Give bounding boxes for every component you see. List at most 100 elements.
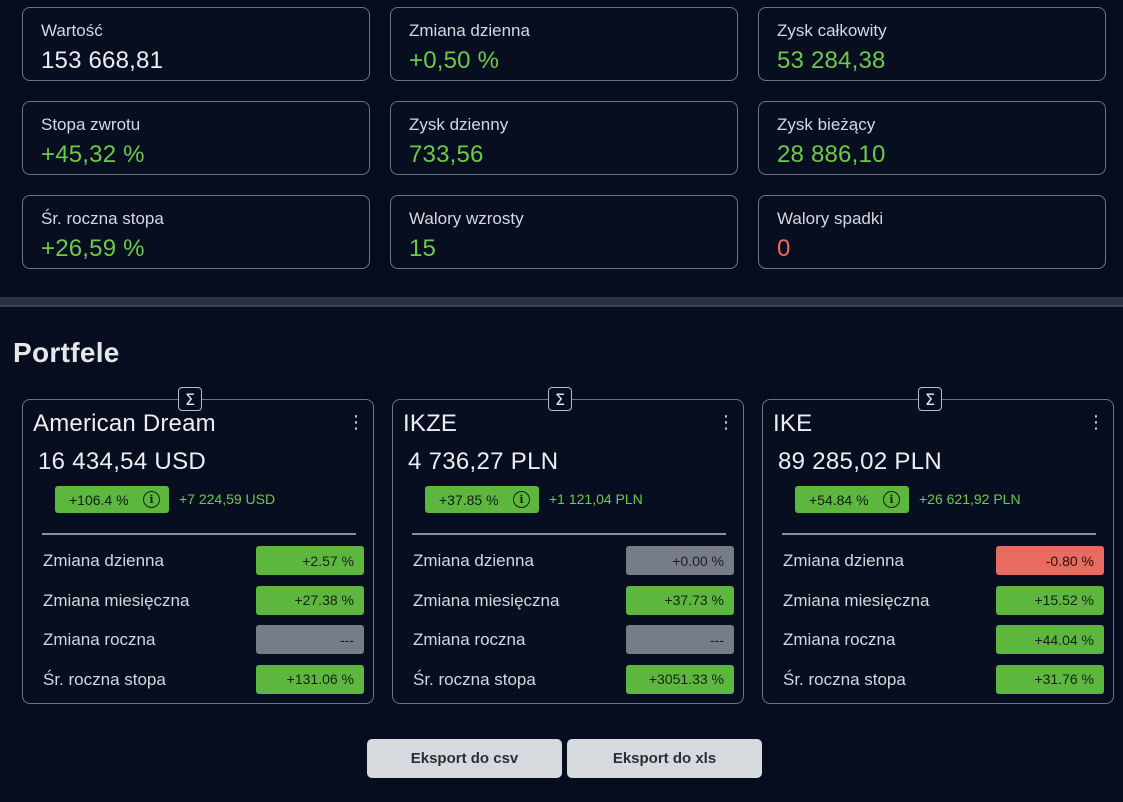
stat-value: 153 668,81: [41, 47, 164, 74]
metric-value: ---: [256, 625, 364, 654]
stat-label: Zysk bieżący: [777, 115, 876, 134]
metric-label: Zmiana roczna: [783, 630, 896, 649]
metric-row: Śr. roczna stopa +131.06 %: [42, 664, 364, 705]
return-badge: +54.84 % i: [795, 486, 909, 513]
stat-label: Zysk dzienny: [409, 115, 509, 134]
stat-card-assets-up: Walory wzrosty 15: [390, 195, 738, 269]
return-badge-value: +106.4 %: [69, 491, 129, 508]
stat-card-daily-profit: Zysk dzienny 733,56: [390, 101, 738, 175]
more-options-icon[interactable]: ⋮: [717, 412, 735, 432]
portfolio-card-ike[interactable]: Σ ⋮ IKE 89 285,02 PLN +54.84 % i +26 621…: [762, 387, 1114, 704]
metric-label: Zmiana miesięczna: [43, 590, 190, 610]
divider: [412, 533, 726, 535]
stat-value: 53 284,38: [777, 47, 886, 74]
stat-value: 15: [409, 235, 437, 262]
divider: [42, 533, 356, 535]
return-badge-value: +37.85 %: [439, 491, 499, 508]
stat-label: Walory wzrosty: [409, 209, 524, 228]
portfolio-metrics: Zmiana dzienna +0.00 % Zmiana miesięczna…: [412, 546, 734, 704]
metric-value: +2.57 %: [256, 546, 364, 575]
portfolio-card-ikze[interactable]: Σ ⋮ IKZE 4 736,27 PLN +37.85 % i +1 121,…: [392, 387, 744, 704]
metric-label: Zmiana dzienna: [413, 551, 534, 570]
export-csv-button[interactable]: Eksport do csv: [367, 739, 562, 778]
more-options-icon[interactable]: ⋮: [347, 412, 365, 432]
divider: [782, 533, 1096, 535]
return-badge: +37.85 % i: [425, 486, 539, 513]
portfolio-value: 89 285,02 PLN: [778, 448, 943, 475]
section-title: Portfele: [13, 337, 120, 368]
metric-value: +27.38 %: [256, 585, 364, 615]
metric-label: Zmiana roczna: [43, 630, 156, 649]
sum-icon[interactable]: Σ: [178, 387, 202, 411]
stat-value: +26,59 %: [41, 235, 145, 262]
metric-row: Zmiana miesięczna +27.38 %: [42, 585, 364, 626]
stat-card-value: Wartość 153 668,81: [22, 7, 370, 81]
portfolio-value: 4 736,27 PLN: [408, 448, 559, 475]
metric-row: Zmiana dzienna -0.80 %: [782, 546, 1104, 586]
stat-card-total-profit: Zysk całkowity 53 284,38: [758, 7, 1106, 81]
portfolio-card-american-dream[interactable]: Σ ⋮ American Dream 16 434,54 USD +106.4 …: [22, 387, 374, 704]
stat-value: 733,56: [409, 141, 484, 168]
info-icon[interactable]: i: [883, 491, 900, 508]
stat-value: +45,32 %: [41, 141, 145, 168]
metric-label: Zmiana dzienna: [783, 551, 904, 570]
stat-card-avg-annual-rate: Śr. roczna stopa +26,59 %: [22, 195, 370, 269]
stat-card-daily-change: Zmiana dzienna +0,50 %: [390, 7, 738, 81]
metric-value: +131.06 %: [256, 664, 364, 694]
info-icon[interactable]: i: [513, 491, 530, 508]
info-icon[interactable]: i: [143, 491, 160, 508]
stat-value: +0,50 %: [409, 47, 500, 74]
metric-row: Śr. roczna stopa +31.76 %: [782, 664, 1104, 705]
sum-icon[interactable]: Σ: [918, 387, 942, 411]
metric-row: Zmiana dzienna +0.00 %: [412, 546, 734, 586]
stat-label: Zysk całkowity: [777, 21, 887, 40]
metric-value: +0.00 %: [626, 546, 734, 575]
metric-label: Zmiana miesięczna: [783, 590, 930, 610]
metric-label: Śr. roczna stopa: [783, 669, 906, 689]
metric-label: Zmiana miesięczna: [413, 590, 560, 610]
portfolio-gain: +7 224,59 USD: [179, 491, 276, 507]
sum-icon[interactable]: Σ: [548, 387, 572, 411]
metric-value: -0.80 %: [996, 546, 1104, 575]
stat-card-current-profit: Zysk bieżący 28 886,10: [758, 101, 1106, 175]
portfolio-gain: +1 121,04 PLN: [549, 491, 643, 507]
metric-value: ---: [626, 625, 734, 654]
stat-label: Wartość: [41, 21, 103, 40]
metric-label: Śr. roczna stopa: [43, 669, 166, 689]
portfolio-name: IKZE: [403, 410, 458, 437]
portfolio-name: IKE: [773, 410, 813, 437]
portfolio-metrics: Zmiana dzienna +2.57 % Zmiana miesięczna…: [42, 546, 364, 704]
metric-value: +3051.33 %: [626, 664, 734, 694]
metric-value: +37.73 %: [626, 585, 734, 615]
metric-label: Śr. roczna stopa: [413, 669, 536, 689]
metric-label: Zmiana dzienna: [43, 551, 164, 570]
metric-value: +15.52 %: [996, 585, 1104, 615]
metric-value: +44.04 %: [996, 625, 1104, 654]
portfolio-value: 16 434,54 USD: [38, 448, 207, 475]
metric-row: Śr. roczna stopa +3051.33 %: [412, 664, 734, 705]
metric-label: Zmiana roczna: [413, 630, 526, 649]
export-xls-button[interactable]: Eksport do xls: [567, 739, 762, 778]
section-divider: [0, 297, 1123, 307]
portfolio-metrics: Zmiana dzienna -0.80 % Zmiana miesięczna…: [782, 546, 1104, 704]
stat-value: 28 886,10: [777, 141, 886, 168]
metric-row: Zmiana roczna ---: [42, 625, 364, 665]
return-badge-value: +54.84 %: [809, 491, 869, 508]
stat-label: Stopa zwrotu: [41, 115, 141, 134]
metric-row: Zmiana miesięczna +15.52 %: [782, 585, 1104, 626]
metric-row: Zmiana roczna +44.04 %: [782, 625, 1104, 665]
stat-card-assets-down: Walory spadki 0: [758, 195, 1106, 269]
summary-stats: Wartość 153 668,81 Zmiana dzienna +0,50 …: [22, 7, 1106, 269]
stat-value: 0: [777, 235, 791, 262]
stat-card-return-rate: Stopa zwrotu +45,32 %: [22, 101, 370, 175]
portfolio-name: American Dream: [33, 410, 216, 437]
stat-label: Zmiana dzienna: [409, 21, 530, 40]
metric-row: Zmiana miesięczna +37.73 %: [412, 585, 734, 626]
metric-row: Zmiana roczna ---: [412, 625, 734, 665]
more-options-icon[interactable]: ⋮: [1087, 412, 1105, 432]
metric-value: +31.76 %: [996, 664, 1104, 694]
stat-label: Walory spadki: [777, 209, 884, 228]
metric-row: Zmiana dzienna +2.57 %: [42, 546, 364, 586]
return-badge: +106.4 % i: [55, 486, 169, 513]
portfolio-gain: +26 621,92 PLN: [919, 491, 1021, 507]
